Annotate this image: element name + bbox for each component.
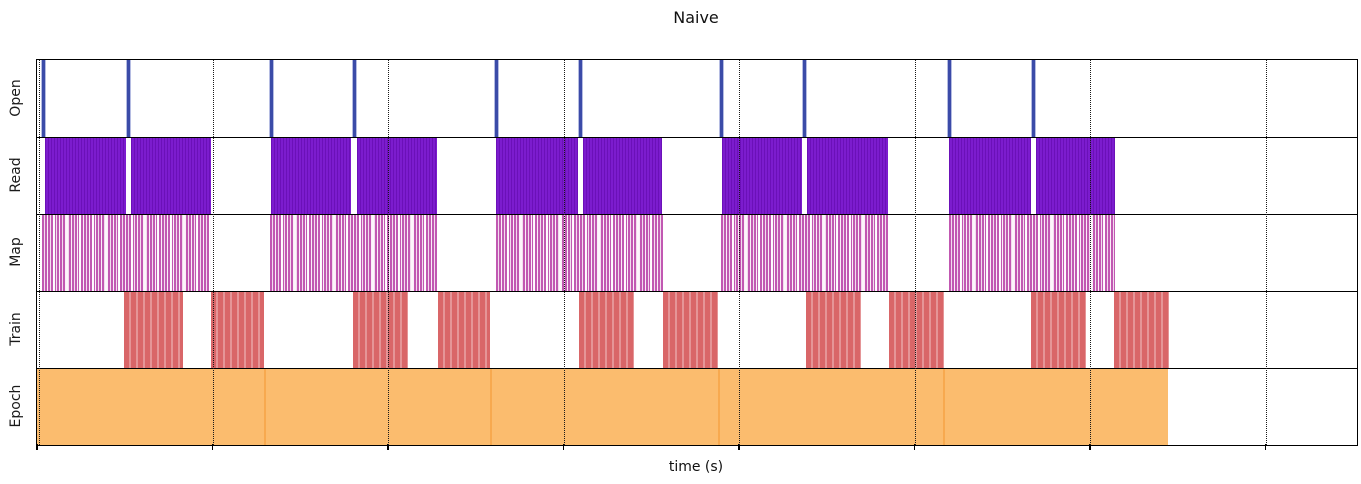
row-boundary	[37, 214, 1357, 215]
row-train	[37, 291, 1357, 368]
train-interval-bar	[211, 291, 264, 368]
open-event-bar	[1032, 60, 1035, 137]
read-interval-bar	[807, 137, 888, 214]
map-interval-bar	[721, 214, 889, 291]
open-event-bar	[579, 60, 582, 137]
vertical-gridline	[212, 60, 214, 445]
train-interval-bar	[124, 291, 183, 368]
read-interval-bar	[357, 137, 437, 214]
x-axis-tick	[211, 444, 213, 450]
vertical-gridline	[1090, 60, 1091, 445]
vertical-gridline	[563, 60, 565, 445]
open-event-bar	[127, 60, 130, 137]
x-axis-tick	[1089, 444, 1091, 450]
row-label-train: Train	[8, 311, 24, 346]
train-interval-bar	[889, 291, 944, 368]
train-interval-bar	[663, 291, 718, 368]
open-event-bar	[720, 60, 723, 137]
vertical-gridline	[1265, 60, 1267, 445]
read-interval-bar	[1036, 137, 1115, 214]
epoch-separator	[718, 368, 720, 445]
open-event-bar	[270, 60, 273, 137]
row-boundary	[37, 291, 1357, 292]
epoch-separator	[264, 368, 266, 445]
vertical-gridline	[739, 60, 740, 445]
map-interval-bar	[42, 214, 211, 291]
x-axis-tick	[913, 444, 915, 450]
row-open	[37, 60, 1357, 137]
plot-area	[36, 59, 1358, 446]
map-interval-bar	[496, 214, 663, 291]
row-label-open: Open	[8, 78, 24, 117]
read-interval-bar	[45, 137, 126, 214]
train-interval-bar	[1114, 291, 1169, 368]
epoch-separator	[490, 368, 492, 445]
row-label-read: Read	[8, 156, 24, 193]
row-label-epoch: Epoch	[8, 384, 24, 427]
read-interval-bar	[583, 137, 662, 214]
read-interval-bar	[496, 137, 578, 214]
x-axis-label: time (s)	[668, 459, 724, 475]
map-interval-bar	[270, 214, 437, 291]
train-interval-bar	[806, 291, 861, 368]
row-read	[37, 137, 1357, 214]
vertical-gridline	[38, 60, 40, 445]
row-boundary	[37, 137, 1357, 138]
map-interval-bar	[949, 214, 1115, 291]
open-event-bar	[495, 60, 498, 137]
read-interval-bar	[131, 137, 211, 214]
row-boundary	[37, 368, 1357, 369]
read-interval-bar	[271, 137, 351, 214]
open-event-bar	[803, 60, 806, 137]
x-axis-tick	[36, 444, 38, 450]
read-interval-bar	[949, 137, 1031, 214]
open-event-bar	[353, 60, 356, 137]
x-axis-tick	[562, 444, 564, 450]
x-axis-tick	[1264, 444, 1266, 450]
open-event-bar	[948, 60, 951, 137]
read-interval-bar	[722, 137, 802, 214]
x-axis-tick	[738, 444, 740, 450]
vertical-gridline	[388, 60, 389, 445]
row-label-map: Map	[8, 236, 24, 267]
row-epoch	[37, 368, 1357, 445]
epoch-separator	[943, 368, 945, 445]
row-map	[37, 214, 1357, 291]
train-interval-bar	[1031, 291, 1086, 368]
epoch-interval-bar	[37, 368, 1168, 445]
chart-title: Naive	[673, 8, 719, 27]
x-axis-tick	[387, 444, 389, 450]
vertical-gridline	[914, 60, 916, 445]
train-interval-bar	[579, 291, 634, 368]
open-event-bar	[42, 60, 45, 137]
train-interval-bar	[438, 291, 490, 368]
train-interval-bar	[353, 291, 408, 368]
